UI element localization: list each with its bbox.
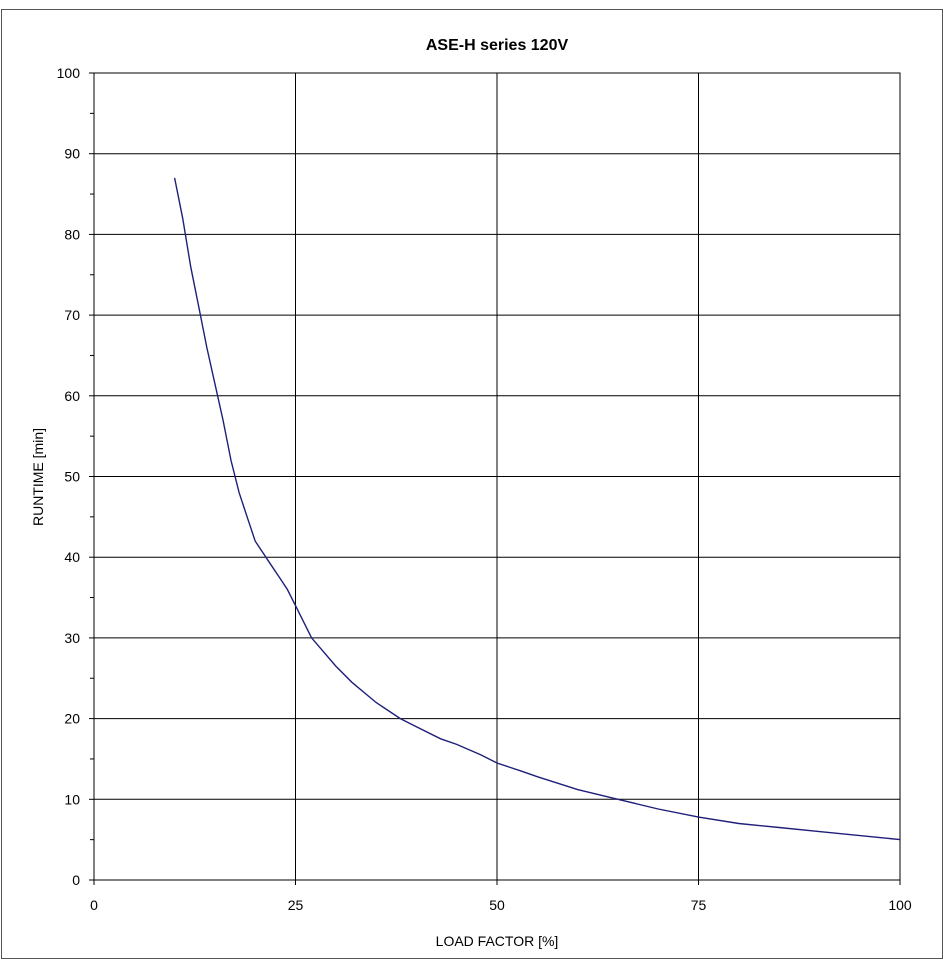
y-axis-label: RUNTIME [min] xyxy=(30,428,46,526)
outer-border xyxy=(1,9,943,959)
y-tick-labels: 0 10 20 30 40 50 60 70 80 90 100 xyxy=(57,65,81,888)
y-tick-label: 80 xyxy=(64,226,80,242)
y-tick-label: 50 xyxy=(64,469,80,485)
minor-ticks xyxy=(89,72,901,885)
x-tick-label: 25 xyxy=(288,897,304,913)
y-tick-label: 0 xyxy=(72,872,80,888)
y-tick-label: 40 xyxy=(64,549,80,565)
y-tick-label: 20 xyxy=(64,711,80,727)
chart-title: ASE-H series 120V xyxy=(426,37,569,54)
y-tick-label: 90 xyxy=(64,146,80,162)
y-tick-label: 10 xyxy=(64,791,80,807)
y-tick-label: 30 xyxy=(64,630,80,646)
y-tick-label: 70 xyxy=(64,307,80,323)
x-tick-label: 0 xyxy=(90,897,98,913)
x-axis-label: LOAD FACTOR [%] xyxy=(436,933,559,949)
x-tick-label: 50 xyxy=(489,897,505,913)
x-tick-label: 75 xyxy=(691,897,707,913)
x-tick-labels: 0 25 50 75 100 xyxy=(90,897,912,913)
runtime-curve xyxy=(173,177,901,841)
plot-border xyxy=(93,72,901,881)
x-tick-label: 100 xyxy=(888,897,912,913)
y-tick-label: 100 xyxy=(57,65,81,81)
y-tick-label: 60 xyxy=(64,388,80,404)
